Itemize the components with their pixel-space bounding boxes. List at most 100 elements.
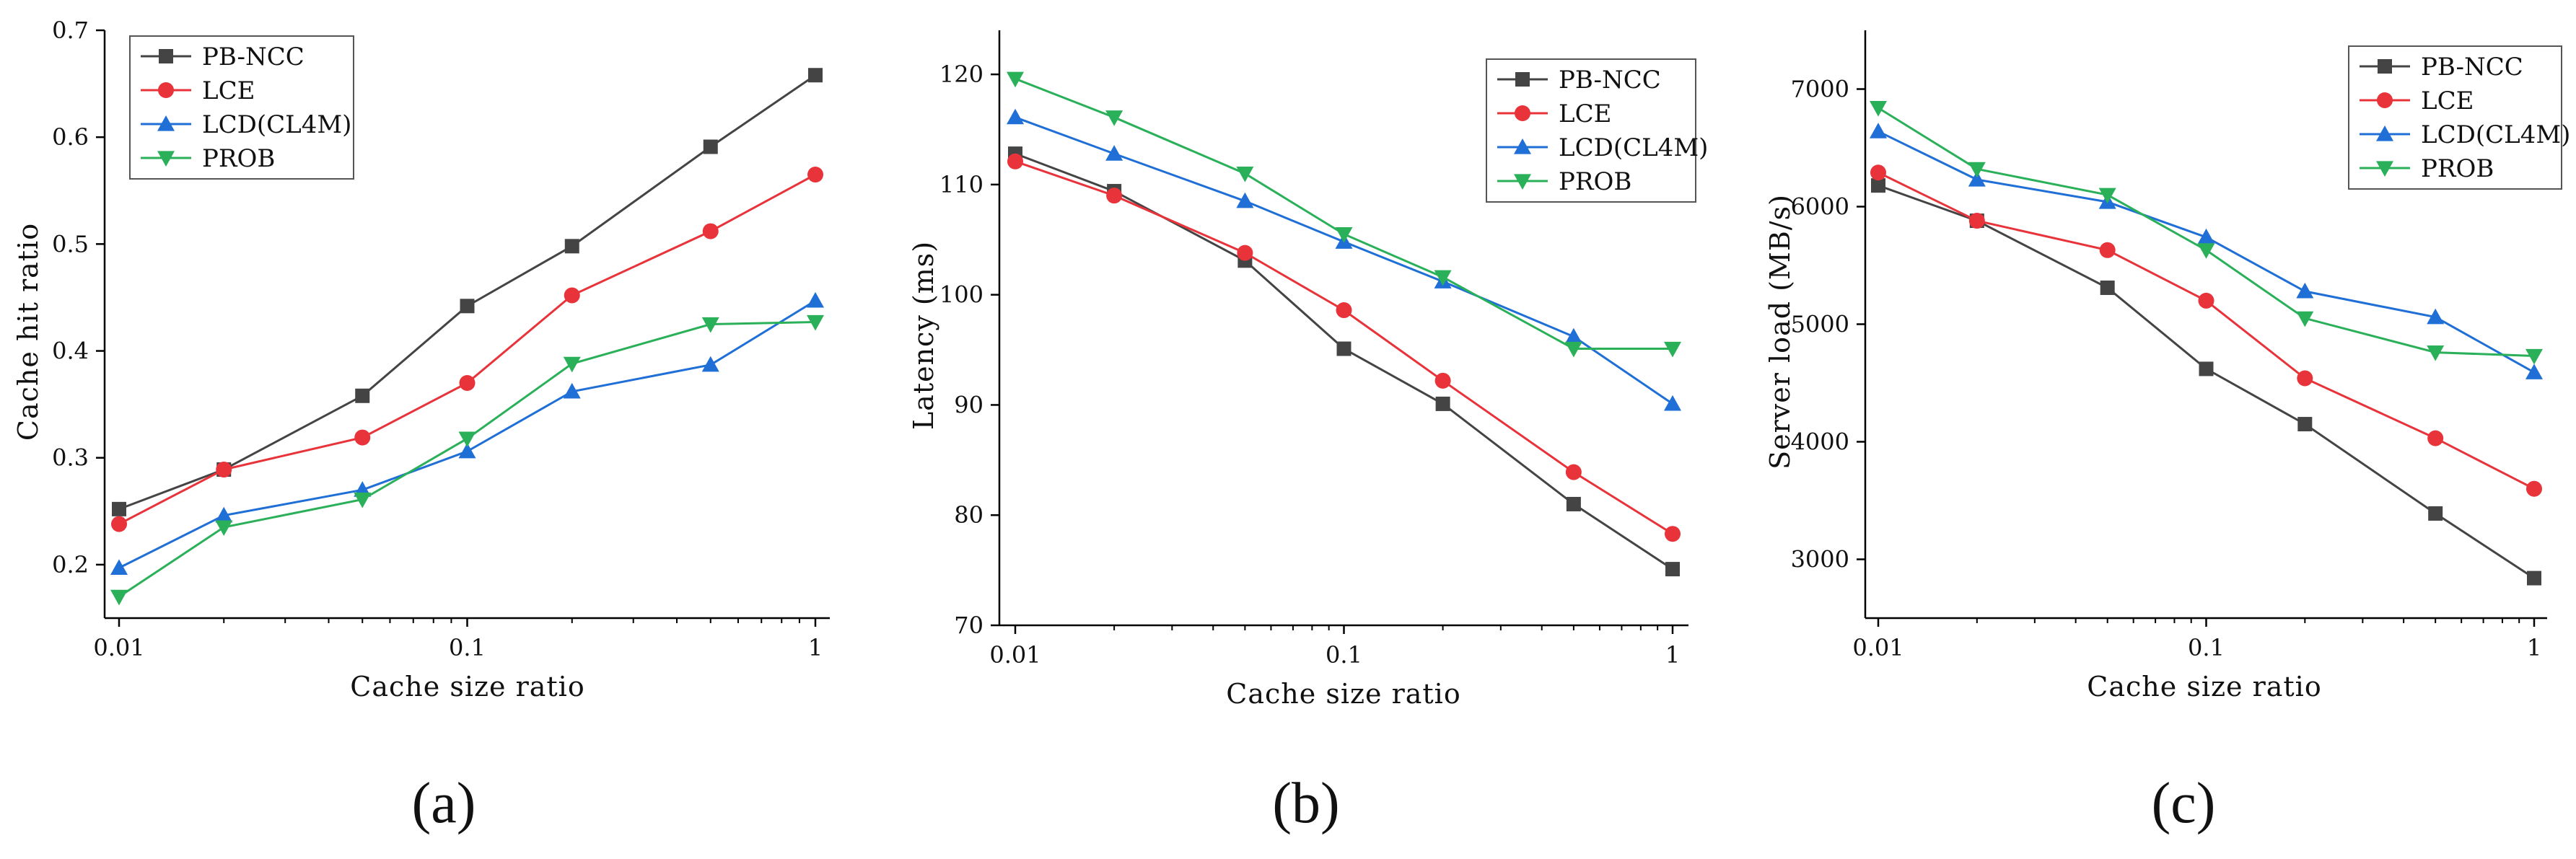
panel-b-series-pb-ncc-point bbox=[1435, 396, 1450, 411]
panel-b-legend-lcd-cl4m-label: LCD(CL4M) bbox=[1559, 133, 1708, 162]
panel-c-series-prob-point bbox=[2197, 243, 2215, 259]
panel-b-legend-lce-label: LCE bbox=[1559, 100, 1611, 128]
panel-b-series-pb-ncc-point bbox=[1566, 496, 1581, 511]
panel-b-series-lcd-cl4m-point bbox=[1007, 108, 1024, 125]
panel-a-legend-pb-ncc-label: PB-NCC bbox=[202, 43, 305, 71]
caption-c: (c) bbox=[2152, 772, 2216, 835]
panel-c-y-axis-label: Server load (MB/s) bbox=[1764, 194, 1796, 470]
panel-c-x-tick-label: 0.1 bbox=[2188, 634, 2225, 661]
panel-c-series-pb-ncc-point bbox=[2100, 280, 2115, 295]
panel-a-x-tick-label: 0.1 bbox=[449, 634, 486, 661]
panel-c-server-load: 0.01 0.1 1 3000 4000 5000 6000 7000 Cache size … bbox=[1764, 30, 2570, 835]
panel-a-y-tick-label: 0.7 bbox=[52, 17, 89, 44]
panel-b-legend-prob-label: PROB bbox=[1559, 167, 1631, 196]
panel-a-series-lce-point bbox=[459, 375, 476, 391]
panel-c-y-tick-label: 6000 bbox=[1791, 193, 1849, 221]
panel-a-series-prob-point bbox=[701, 317, 719, 333]
panel-b-x-tick-label: 0.01 bbox=[989, 641, 1041, 669]
panel-a-legend-pb-ncc-marker bbox=[159, 49, 173, 63]
panel-a-axes: 0.01 0.1 1 0.2 0.3 0.4 0.5 0.6 0.7 bbox=[52, 17, 830, 661]
panel-b-y-axis-label: Latency (ms) bbox=[908, 241, 939, 430]
panel-a-y-axis-label: Cache hit ratio bbox=[12, 223, 44, 441]
panel-a-series-lce-point bbox=[216, 462, 232, 478]
panel-b-series-prob-point bbox=[1335, 227, 1353, 243]
panel-c-legend-lcd-cl4m-label: LCD(CL4M) bbox=[2421, 120, 2570, 149]
panel-b-series-prob-point bbox=[1564, 341, 1582, 358]
panel-a-y-tick-label: 0.5 bbox=[52, 230, 89, 257]
panel-c-series-prob-point bbox=[2525, 348, 2543, 365]
panel-b-legend-lce-marker bbox=[1515, 105, 1530, 121]
panel-a-series-pb-ncc-point bbox=[355, 388, 370, 403]
caption-a: (a) bbox=[412, 772, 476, 835]
panel-a-series-pb-ncc-point bbox=[460, 299, 475, 314]
panel-c-y-tick-label: 7000 bbox=[1791, 76, 1849, 103]
panel-a-series-lce-point bbox=[111, 516, 127, 532]
panel-a-series-prob-point bbox=[458, 431, 476, 448]
panel-c-series-pb-ncc-point bbox=[2527, 571, 2541, 586]
panel-c-series-pb-ncc-point bbox=[2297, 417, 2313, 432]
panel-a-series-prob-point bbox=[563, 356, 581, 373]
panel-c-legend: PB-NCC LCE LCD(CL4M) PROB bbox=[2348, 45, 2570, 190]
panel-b-x-tick-label: 1 bbox=[1665, 641, 1680, 669]
caption-b: (b) bbox=[1272, 772, 1339, 835]
panel-b-series bbox=[1007, 71, 1681, 577]
panel-b-y-tick-label: 90 bbox=[954, 391, 983, 418]
panel-c-y-tick-label: 5000 bbox=[1791, 311, 1849, 338]
panel-a-series-prob-point bbox=[807, 314, 824, 331]
panel-b-series-prob-point bbox=[1434, 270, 1452, 286]
panel-a-series-lce-point bbox=[354, 429, 371, 446]
panel-b-legend-prob-marker bbox=[1514, 174, 1531, 190]
panel-c-series-pb-ncc-point bbox=[1871, 178, 1885, 193]
panel-c-series-lcd-cl4m-point bbox=[2197, 228, 2215, 245]
panel-a-series-lcd-cl4m-point bbox=[215, 506, 233, 523]
panel-c-series-lcd-cl4m-point bbox=[1870, 123, 1887, 138]
panel-c-x-tick-label: 0.01 bbox=[1852, 634, 1903, 661]
panel-a-series-lcd-cl4m-point bbox=[807, 291, 824, 308]
panel-c-series-lce-point bbox=[2427, 430, 2444, 446]
panel-c-series-pb-ncc-point bbox=[2199, 361, 2214, 376]
panel-c-series-pb-ncc-point bbox=[2428, 506, 2443, 521]
panel-c-series-lce-point bbox=[2526, 480, 2542, 497]
panel-c-legend-prob-label: PROB bbox=[2421, 154, 2494, 183]
panel-b-series-prob-point bbox=[1007, 71, 1024, 88]
panel-a-series-pb-ncc-point bbox=[564, 239, 579, 254]
panel-b-legend: PB-NCC LCE LCD(CL4M) PROB bbox=[1486, 58, 1708, 203]
panel-a-series-pb-ncc-point bbox=[703, 139, 718, 154]
panel-b-x-axis-label: Cache size ratio bbox=[1226, 678, 1460, 710]
panel-b-legend-pb-ncc-label: PB-NCC bbox=[1559, 66, 1661, 94]
panel-b-series-prob-point bbox=[1664, 341, 1681, 358]
panel-a-legend-prob-label: PROB bbox=[202, 144, 275, 173]
panel-a-series-prob-point bbox=[215, 520, 233, 537]
panel-b-series-lce-point bbox=[1665, 526, 1681, 542]
panel-c-series-lcd-cl4m-point bbox=[2427, 308, 2445, 325]
panel-b-latency: 0.01 0.1 1 70 80 90 100 110 120 Cache size ratio… bbox=[908, 30, 1708, 835]
panel-a-series-lcd-cl4m-point bbox=[458, 442, 476, 459]
panel-a-x-tick-label: 0.01 bbox=[93, 634, 144, 661]
panel-c-legend-pb-ncc-label: PB-NCC bbox=[2421, 53, 2523, 82]
panel-a-series-prob-point bbox=[354, 492, 372, 508]
panel-b-series-prob-point bbox=[1236, 167, 1254, 182]
panel-c-legend-prob-marker bbox=[2376, 161, 2393, 177]
panel-a-series-prob-point bbox=[110, 589, 128, 606]
panel-b-legend-lcd-cl4m-marker bbox=[1514, 138, 1531, 154]
panel-c-y-tick-label: 4000 bbox=[1791, 428, 1849, 456]
panel-a-y-tick-label: 0.6 bbox=[52, 123, 89, 151]
panel-a-series-lcd-cl4m-point bbox=[701, 356, 719, 372]
panel-b-series-lce-point bbox=[1565, 464, 1582, 480]
panel-a-cache-hit-ratio: 0.01 0.1 1 0.2 0.3 0.4 0.5 0.6 0.7 Cache size ra… bbox=[12, 17, 830, 835]
panel-a-series-lce-point bbox=[564, 287, 580, 304]
panel-a-series-pb-ncc-point bbox=[112, 501, 126, 516]
panel-a-legend-lcd-cl4m-label: LCD(CL4M) bbox=[202, 110, 351, 139]
panel-b-series-lcd-cl4m-point bbox=[1664, 395, 1681, 411]
panel-c-series-lcd-cl4m-point bbox=[1968, 171, 1986, 187]
panel-a-legend-lcd-cl4m-marker bbox=[157, 115, 175, 131]
panel-b-y-tick-label: 80 bbox=[954, 501, 983, 529]
panel-a-y-tick-label: 0.2 bbox=[52, 551, 89, 578]
panel-b-series-lce-point bbox=[1106, 188, 1123, 204]
panel-b-series-lcd-cl4m-point bbox=[1236, 192, 1254, 208]
panel-a-series-lce-point bbox=[702, 223, 719, 239]
panel-c-legend-lcd-cl4m-marker bbox=[2376, 125, 2393, 141]
panel-a-series-pb-ncc-point bbox=[808, 68, 823, 83]
panel-b-legend-pb-ncc-marker bbox=[1515, 72, 1530, 87]
panel-c-series-lce-point bbox=[2099, 242, 2116, 258]
